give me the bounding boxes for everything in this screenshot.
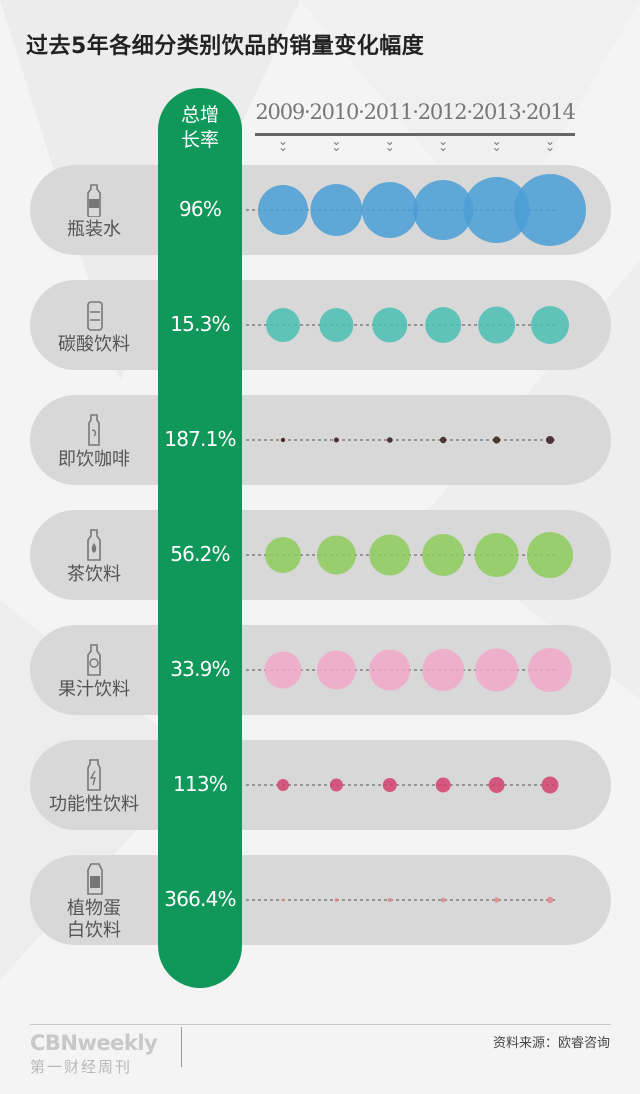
bubble-2009 (265, 537, 301, 573)
category-name: 瓶装水 (67, 219, 121, 240)
soda-can-icon (87, 301, 103, 331)
bubble-2013 (488, 777, 505, 793)
bubble-2011 (387, 437, 393, 443)
growth-rate-value: 33.9% (170, 657, 230, 681)
bubble-2013 (493, 897, 500, 903)
bubble-2012 (425, 307, 462, 343)
category-name: 植物蛋 白饮料 (67, 898, 121, 941)
bubble-2011 (372, 307, 408, 343)
brand-subtitle: 第一财经周刊 (30, 1058, 133, 1076)
year-chevron-2009: ⌄ ⌄ (277, 134, 289, 154)
growth-rate-value: 56.2% (170, 542, 230, 566)
year-axis: 2009·2010·2011·2012·2013·2014 (255, 100, 576, 140)
year-chevron-2014: ⌄ ⌄ (544, 134, 556, 154)
category-label: 功能性饮料 (30, 758, 158, 816)
bubble-2012 (440, 436, 447, 444)
growth-rate-value: 113% (173, 772, 228, 796)
category-label: 茶饮料 (30, 528, 158, 586)
bubble-2013 (493, 436, 501, 444)
tea-bottle-icon (87, 529, 101, 561)
bubble-2010 (319, 308, 354, 342)
growth-rate-header: 总增 长率 (180, 104, 219, 151)
bubble-2012 (435, 777, 451, 793)
category-name: 功能性饮料 (49, 794, 139, 815)
bubble-2010 (333, 437, 339, 443)
growth-rate-value: 96% (178, 197, 222, 221)
data-source: 资料来源：欧睿咨询 (492, 1036, 610, 1051)
bubble-2011 (369, 649, 411, 691)
bubble-2010 (329, 778, 343, 792)
footer-separator (181, 1027, 182, 1067)
page-title: 过去5年各细分类别饮品的销量变化幅度 (26, 34, 425, 59)
bubble-2014 (531, 306, 569, 344)
bubble-2011 (369, 534, 411, 576)
category-name: 茶饮料 (67, 564, 121, 585)
bubble-2012 (422, 534, 465, 576)
growth-column (158, 88, 242, 988)
bubble-2011 (387, 897, 392, 903)
bubble-2009 (280, 437, 286, 443)
coffee-bottle-icon (88, 414, 100, 446)
year-chevron-2010: ⌄ ⌄ (331, 134, 342, 154)
bubble-2014 (541, 776, 559, 794)
category-label: 即饮咖啡 (30, 413, 158, 471)
year-chevron-2013: ⌄ ⌄ (491, 134, 502, 154)
category-label: 果汁饮料 (30, 643, 158, 701)
sports-bottle-icon (87, 759, 101, 791)
bubble-2014 (546, 436, 554, 444)
bubble-2012 (422, 649, 465, 691)
category-label: 瓶装水 (30, 183, 158, 241)
water-bottle-icon (87, 184, 101, 217)
bubble-2013 (478, 306, 516, 344)
category-name: 即饮咖啡 (58, 449, 130, 470)
category-label: 植物蛋 白饮料 (30, 862, 158, 942)
bubble-2013 (475, 648, 519, 692)
carton-icon (87, 863, 103, 895)
bubble-2012 (440, 897, 446, 903)
bubble-2009 (277, 779, 289, 791)
category-label: 碳酸饮料 (30, 298, 158, 356)
bubble-2010 (334, 898, 339, 902)
growth-rate-value: 15.3% (170, 312, 230, 336)
bubble-2012 (413, 180, 474, 240)
year-chevron-2011: ⌄ ⌄ (384, 134, 395, 154)
bubble-2014 (514, 174, 586, 246)
bubble-2009 (258, 185, 308, 235)
footer-divider (30, 1024, 611, 1025)
year-chevron-2012: ⌄ ⌄ (438, 134, 449, 154)
bubble-2011 (361, 182, 418, 238)
bubble-2010 (310, 184, 363, 236)
bubble-2014 (546, 896, 554, 904)
bubble-2009 (281, 898, 285, 902)
year-axis-rule (255, 133, 575, 136)
bubble-2010 (316, 535, 356, 575)
bubble-2009 (264, 651, 302, 689)
bubble-2011 (382, 778, 397, 792)
bubble-2013 (474, 533, 519, 577)
bubble-2009 (266, 308, 300, 342)
bubble-2013 (463, 177, 530, 243)
year-axis-labels: 2009·2010·2011·2012·2013·2014 (255, 100, 575, 124)
growth-rate-value: 366.4% (164, 887, 236, 911)
bubble-2014 (528, 648, 572, 692)
bubble-2010 (316, 650, 356, 690)
category-name: 果汁饮料 (58, 679, 130, 700)
brand-logo: CBNweekly (30, 1031, 158, 1055)
category-name: 碳酸饮料 (58, 334, 130, 355)
juice-bottle-icon (87, 644, 101, 676)
growth-rate-value: 187.1% (164, 427, 236, 451)
bubble-2014 (527, 532, 573, 578)
